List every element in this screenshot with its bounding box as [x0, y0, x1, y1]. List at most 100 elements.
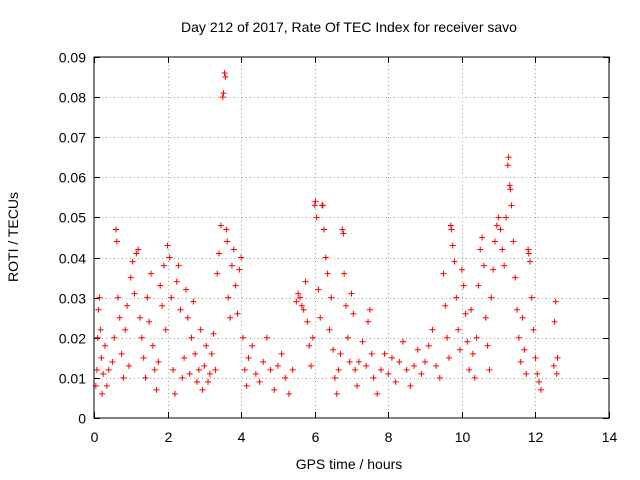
data-point	[370, 374, 377, 381]
data-point	[205, 378, 212, 385]
data-point	[315, 286, 322, 293]
data-point	[479, 234, 486, 241]
data-point	[442, 302, 449, 309]
x-tick-label: 14	[602, 429, 618, 445]
data-point	[148, 270, 155, 277]
data-point	[553, 370, 560, 377]
data-point	[490, 266, 497, 273]
data-point	[519, 314, 526, 321]
data-point	[208, 350, 215, 357]
data-point	[354, 382, 361, 389]
data-point	[486, 366, 493, 373]
data-point	[162, 326, 169, 333]
data-point	[131, 290, 138, 297]
x-tick-label: 8	[385, 429, 393, 445]
data-point	[133, 250, 140, 257]
data-point	[453, 294, 460, 301]
data-point	[122, 326, 129, 333]
data-point	[96, 294, 103, 301]
data-point	[206, 370, 213, 377]
data-point	[102, 342, 109, 349]
data-point	[396, 358, 403, 365]
data-point	[140, 354, 147, 361]
data-point	[444, 334, 451, 341]
data-point	[192, 350, 199, 357]
data-point	[508, 202, 515, 209]
data-point	[554, 354, 561, 361]
y-tick-label: 0.03	[59, 291, 86, 307]
data-point	[422, 358, 429, 365]
data-point	[525, 246, 532, 253]
data-point	[138, 334, 145, 341]
data-point	[93, 366, 100, 373]
x-tick-label: 4	[238, 429, 246, 445]
data-point	[400, 338, 406, 345]
data-point	[298, 302, 305, 309]
data-point	[451, 258, 458, 265]
data-point	[504, 162, 511, 169]
data-point	[484, 342, 491, 349]
data-point	[530, 326, 537, 333]
data-point	[447, 222, 454, 229]
data-point	[528, 294, 535, 301]
data-point	[407, 382, 414, 389]
data-point	[515, 334, 522, 341]
data-point	[550, 362, 557, 369]
data-point	[216, 250, 223, 257]
data-point	[118, 350, 125, 357]
data-point	[552, 298, 559, 305]
data-point	[466, 366, 473, 373]
data-point	[507, 186, 514, 193]
data-point	[212, 366, 219, 373]
data-point	[525, 250, 532, 257]
data-point	[120, 374, 127, 381]
data-point	[536, 378, 543, 385]
data-point	[109, 358, 116, 365]
data-point	[135, 246, 142, 253]
data-point	[111, 334, 118, 341]
data-point	[497, 226, 504, 233]
data-point	[188, 334, 195, 341]
data-point	[313, 214, 320, 221]
data-point	[322, 254, 329, 261]
data-point	[480, 262, 487, 269]
data-point	[149, 342, 156, 349]
data-point	[136, 314, 143, 321]
data-point	[155, 358, 162, 365]
data-point	[326, 326, 333, 333]
data-point	[342, 302, 349, 309]
data-point	[505, 154, 512, 161]
data-point	[359, 338, 366, 345]
data-point	[210, 330, 217, 337]
data-point	[221, 70, 228, 77]
data-point	[491, 238, 498, 245]
data-point	[164, 242, 171, 249]
data-point	[374, 390, 381, 397]
chart-title: Day 212 of 2017, Rate Of TEC Index for r…	[181, 19, 517, 35]
data-point	[232, 282, 239, 289]
data-point	[223, 226, 230, 233]
data-point	[311, 202, 318, 209]
data-point	[462, 310, 469, 317]
data-point	[302, 278, 309, 285]
x-tick-label: 6	[312, 429, 320, 445]
data-point	[418, 370, 425, 377]
y-tick-label: 0	[78, 411, 86, 427]
data-point	[182, 286, 189, 293]
data-point	[146, 318, 153, 325]
data-point	[175, 262, 182, 269]
data-point	[448, 226, 455, 233]
plot-frame	[93, 56, 610, 419]
data-point	[171, 390, 178, 397]
data-point	[330, 346, 337, 353]
data-point	[317, 314, 324, 321]
data-point	[414, 346, 421, 353]
data-point	[411, 362, 418, 369]
data-point	[521, 346, 528, 353]
data-points	[92, 70, 561, 397]
data-point	[514, 306, 521, 313]
data-point	[297, 294, 303, 301]
data-point	[151, 366, 158, 373]
data-point	[346, 358, 353, 365]
